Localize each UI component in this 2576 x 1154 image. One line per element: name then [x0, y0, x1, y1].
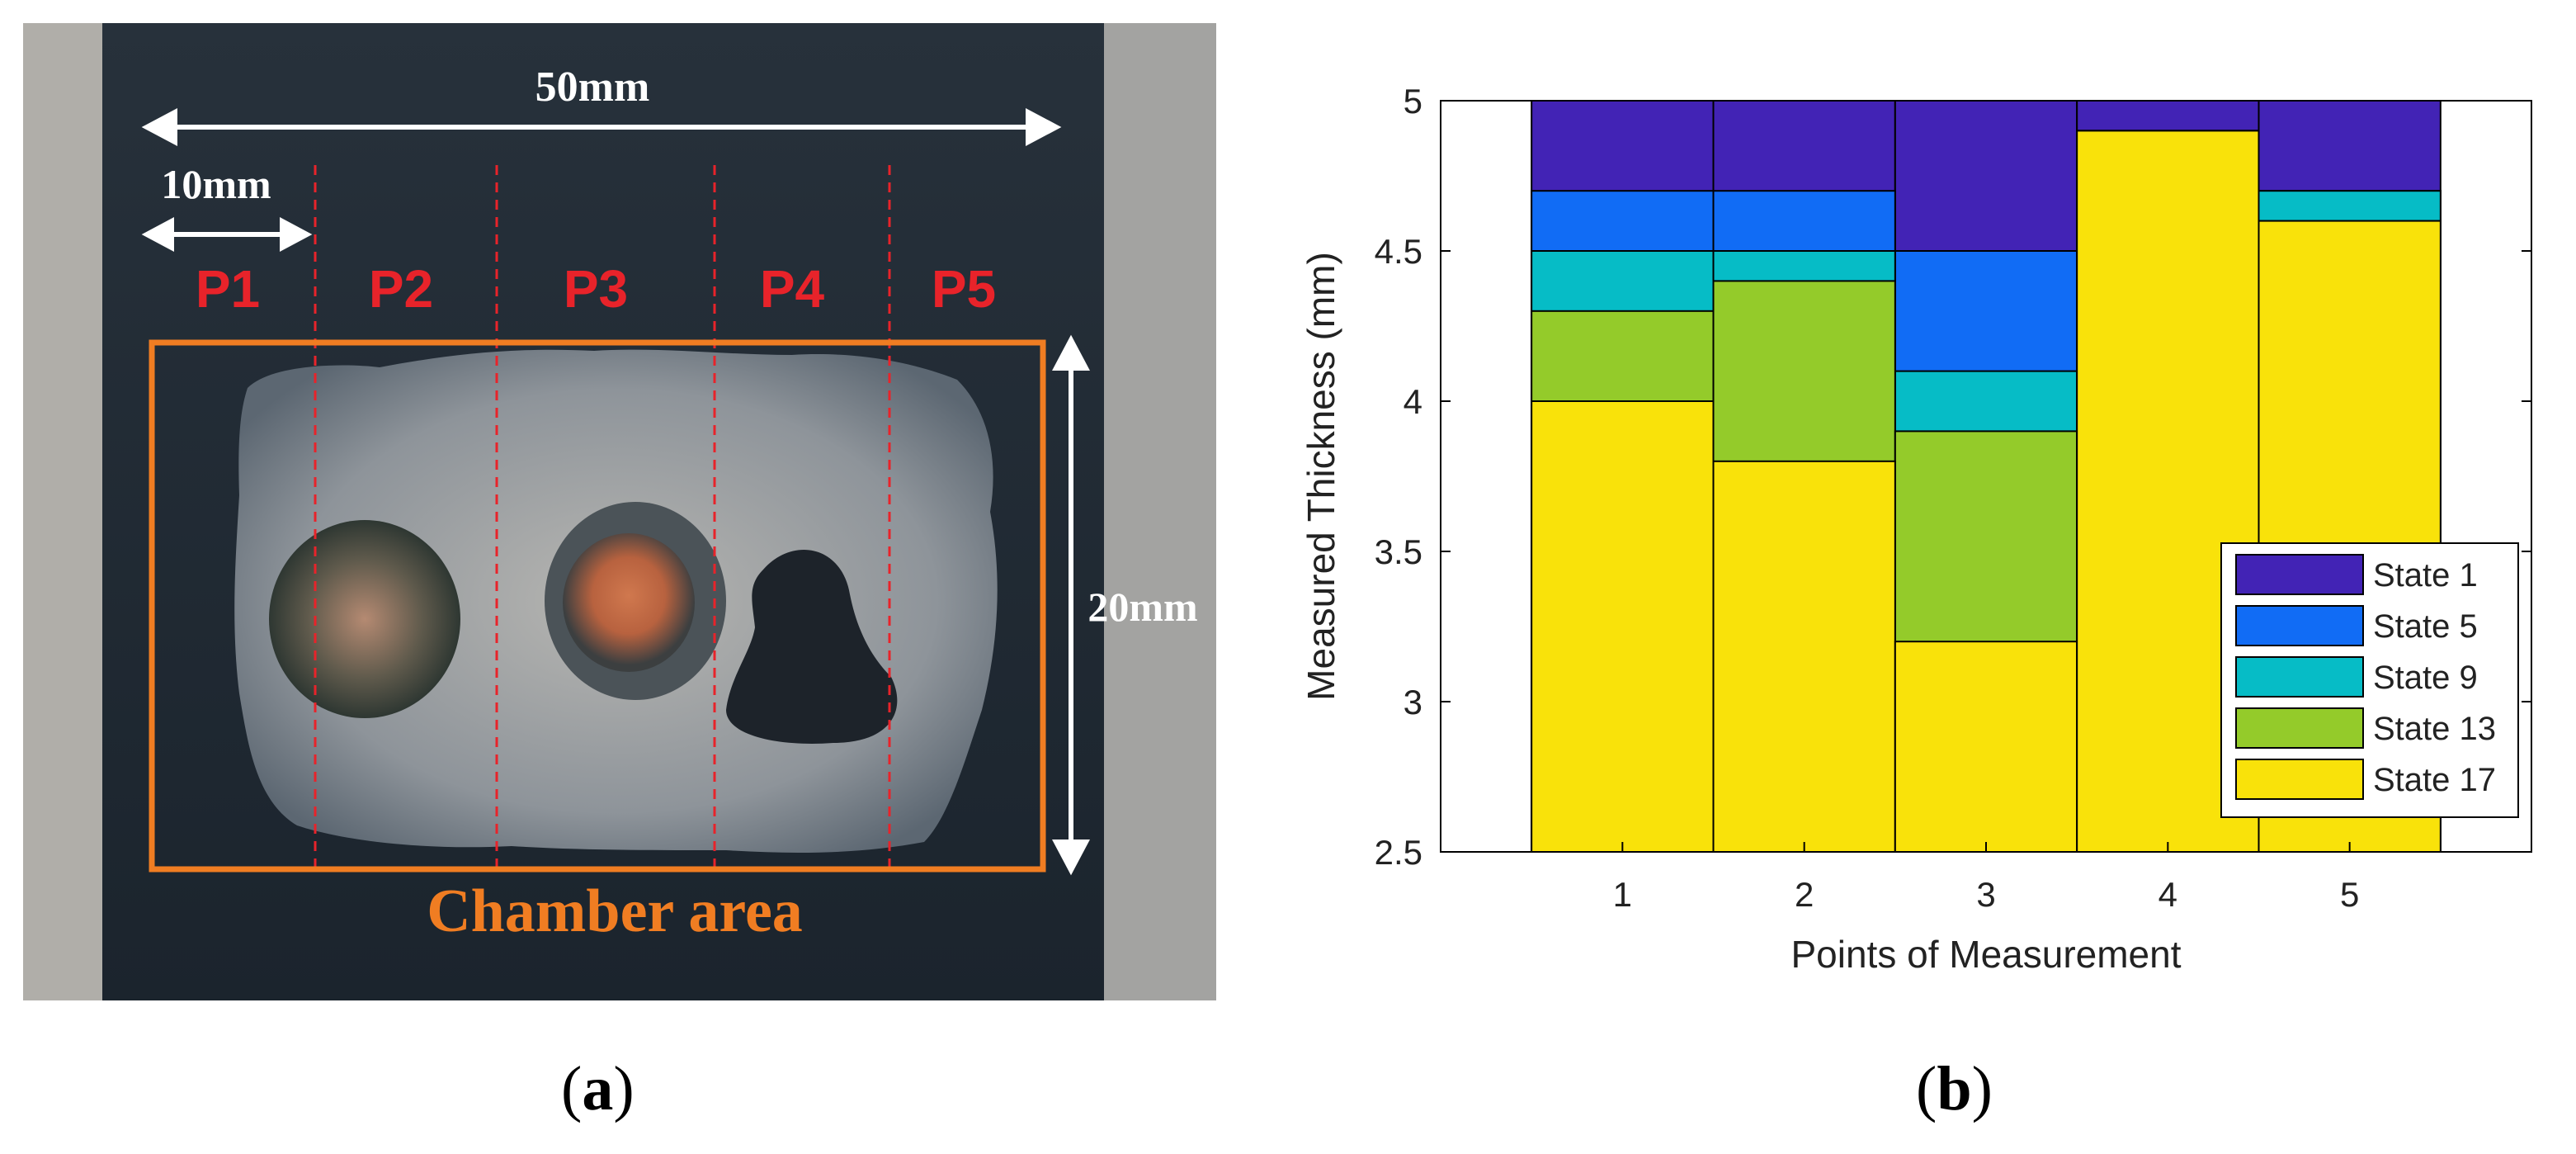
dim-20mm-arrow: [1052, 334, 1090, 876]
y-tick-label: 2.5: [1375, 833, 1422, 872]
chamber-area-box: [149, 339, 1046, 873]
specimen-photo: 50mm 10mm 20mm P1 P2 P3 P4 P5: [23, 23, 1216, 1000]
bar-state-17-point-2: [1712, 460, 1896, 853]
x-tick-label: 4: [2158, 875, 2177, 914]
dim-20mm-label: 20mm: [1087, 584, 1197, 630]
x-tick-label: 1: [1613, 875, 1632, 914]
caption-a: (a): [561, 1054, 635, 1123]
x-tick-label: 2: [1795, 875, 1814, 914]
caption-b: (b): [1916, 1054, 1993, 1123]
y-axis-label: Measured Thickness (mm): [1300, 252, 1342, 701]
point-label-p5: P5: [932, 259, 996, 319]
y-tick-label: 3: [1404, 683, 1422, 721]
panel-a-photo: 50mm 10mm 20mm P1 P2 P3 P4 P5: [0, 0, 1238, 1150]
y-axis-ticks: 2.5 3 3.5 4 4.5 5: [1375, 82, 2531, 872]
dim-10mm-label: 10mm: [161, 161, 271, 207]
point-label-p1: P1: [196, 259, 260, 319]
dim-50mm-arrow: [141, 108, 1062, 146]
legend-swatch: [2235, 707, 2364, 749]
legend-label: State 1: [2373, 557, 2478, 594]
legend-label: State 17: [2373, 762, 2496, 798]
point-label-p4: P4: [760, 259, 825, 319]
bar-state-17-point-3: [1894, 641, 2078, 854]
legend-swatch: [2235, 656, 2364, 698]
x-axis-label: Points of Measurement: [1790, 933, 2181, 976]
pit-p2: [269, 520, 460, 718]
legend-label: State 9: [2373, 660, 2478, 696]
y-tick-label: 4.5: [1375, 232, 1422, 271]
pit-p4: [726, 550, 898, 744]
dim-50mm-label: 50mm: [535, 64, 650, 111]
thickness-chart: 2.5 3 3.5 4 4.5 5 1 2 3 4 5 Points of Measurement…: [1300, 82, 2532, 976]
legend-swatch: [2235, 605, 2364, 646]
legend-swatch: [2235, 554, 2364, 595]
y-tick-label: 3.5: [1375, 532, 1422, 571]
bar-state-17-point-1: [1531, 400, 1715, 853]
point-labels: P1 P2 P3 P4 P5: [196, 259, 996, 319]
dim-10mm-arrow: [141, 217, 313, 252]
point-separators: [314, 165, 891, 867]
point-label-p2: P2: [369, 259, 433, 319]
bar-layer: [1531, 100, 2442, 854]
x-tick-label: 3: [1976, 875, 1995, 914]
legend-swatch: [2235, 759, 2364, 800]
y-tick-label: 4: [1404, 382, 1422, 421]
legend-label: State 5: [2373, 608, 2478, 645]
x-tick-label: 5: [2340, 875, 2359, 914]
chamber-area-label: Chamber area: [427, 877, 803, 945]
panel-b-chart: 2.5 3 3.5 4 4.5 5 1 2 3 4 5 Points of Measurement…: [1238, 0, 2576, 1150]
x-axis-ticks: 1 2 3 4 5: [1613, 842, 2359, 914]
y-tick-label: 5: [1404, 82, 1422, 121]
point-label-p3: P3: [564, 259, 628, 319]
legend: State 1 State 5 State 9 State 13 State 17: [2220, 542, 2519, 818]
legend-label: State 13: [2373, 711, 2496, 747]
